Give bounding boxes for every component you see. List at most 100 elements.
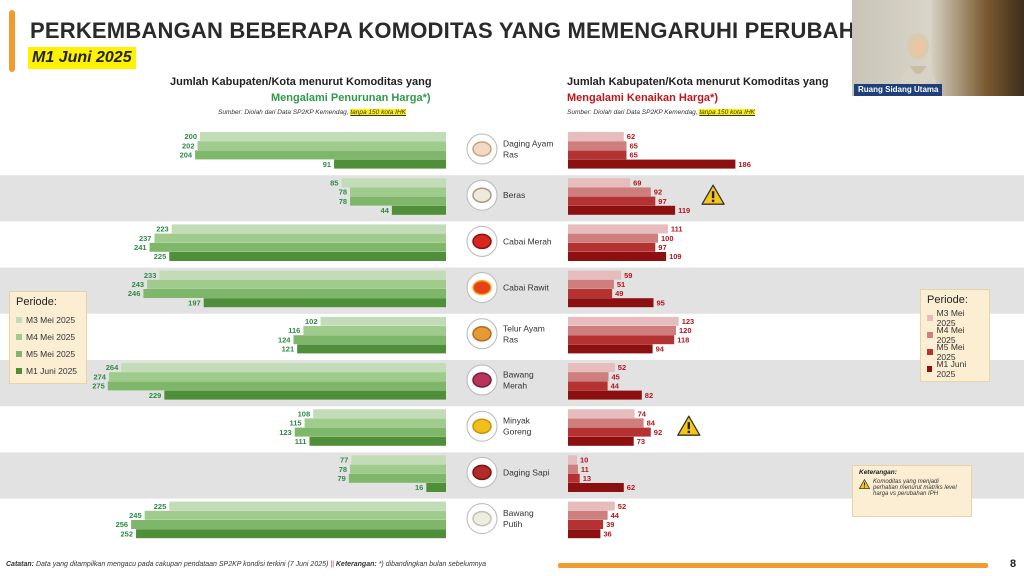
icon-shape <box>472 326 492 342</box>
warning-icon <box>677 415 701 436</box>
bar-decrease <box>341 178 446 188</box>
data-label-increase: 84 <box>647 419 656 428</box>
bar-increase <box>568 316 679 326</box>
data-label-increase: 11 <box>581 465 589 474</box>
data-label-decrease: 44 <box>381 206 390 215</box>
note-box: Keterangan: Komoditas yang menjadi perha… <box>852 465 972 517</box>
bar-increase <box>568 455 577 465</box>
bar-increase <box>568 326 676 335</box>
data-label-increase: 45 <box>612 372 620 381</box>
icon-shape <box>472 372 492 388</box>
legend-right-item: M5 Mei 2025 <box>927 341 983 362</box>
data-label-increase: 97 <box>658 197 666 206</box>
right-header-line1: Jumlah Kabupaten/Kota menurut Komoditas … <box>567 76 829 88</box>
data-label-decrease: 91 <box>323 160 331 169</box>
left-header-line2: Mengalami Penurunan Harga*) <box>271 92 431 104</box>
row-band <box>0 175 1024 222</box>
webcam-overlay: Ruang Sidang Utama <box>852 0 1024 96</box>
legend-right-title: Periode: <box>927 294 968 306</box>
data-label-decrease: 78 <box>339 197 347 206</box>
data-label-increase: 62 <box>627 483 635 492</box>
bar-increase <box>568 298 654 308</box>
bar-increase <box>568 473 580 483</box>
data-label-decrease: 264 <box>106 363 119 372</box>
bar-decrease <box>303 326 446 335</box>
data-label-decrease: 85 <box>330 178 338 187</box>
legend-right: Periode: M3 Mei 2025 M4 Mei 2025 M5 Mei … <box>920 289 990 382</box>
data-label-increase: 100 <box>661 234 674 243</box>
bar-decrease <box>144 510 446 520</box>
data-label-decrease: 116 <box>288 326 300 335</box>
data-label-increase: 65 <box>630 151 638 160</box>
bar-decrease <box>200 132 446 141</box>
bar-decrease <box>297 344 446 354</box>
footer-keterangan-text: *) dibandingkan bulan sebelumnya <box>376 561 487 568</box>
data-label-increase: 92 <box>654 428 662 437</box>
data-label-increase: 51 <box>617 280 625 289</box>
data-label-increase: 62 <box>627 132 635 141</box>
bar-increase <box>568 270 622 280</box>
data-label-increase: 123 <box>682 317 695 326</box>
bar-decrease <box>169 501 446 511</box>
data-label-increase: 44 <box>611 382 620 391</box>
data-label-decrease: 79 <box>337 474 345 483</box>
bar-decrease <box>197 141 446 151</box>
data-label-decrease: 78 <box>339 465 347 474</box>
data-label-increase: 39 <box>606 520 614 529</box>
footer-separator: || <box>330 561 334 568</box>
data-label-decrease: 225 <box>154 502 167 511</box>
bar-increase <box>568 464 578 474</box>
footer-accent-bar <box>558 563 988 568</box>
commodity-label: Bawang <box>503 508 534 518</box>
bar-increase <box>568 520 604 529</box>
data-label-increase: 119 <box>678 206 690 215</box>
data-label-increase: 92 <box>654 188 662 197</box>
webcam-caption: Ruang Sidang Utama <box>854 84 943 96</box>
legend-swatch <box>16 316 22 323</box>
bar-increase <box>568 363 615 372</box>
data-label-increase: 52 <box>618 502 626 511</box>
bar-increase <box>568 224 668 234</box>
bar-decrease <box>154 233 447 243</box>
legend-label: M3 Mei 2025 <box>26 314 76 325</box>
legend-swatch <box>927 331 933 338</box>
icon-shape <box>472 141 492 157</box>
bar-decrease <box>195 150 446 160</box>
bar-decrease <box>350 187 446 197</box>
data-label-decrease: 102 <box>305 317 318 326</box>
right-source-text: Sumber: Diolah dari Data SP2KP Kemendag, <box>567 109 700 116</box>
data-label-increase: 49 <box>615 289 623 298</box>
data-label-increase: 65 <box>630 141 638 150</box>
data-label-decrease: 274 <box>93 372 106 381</box>
bar-increase <box>568 279 614 289</box>
bar-decrease <box>334 159 446 169</box>
legend-swatch <box>927 314 933 321</box>
data-label-increase: 109 <box>669 252 682 261</box>
icon-shape <box>472 187 492 203</box>
data-label-decrease: 77 <box>340 456 348 465</box>
data-label-decrease: 237 <box>139 234 152 243</box>
bar-decrease <box>293 335 446 345</box>
footer-catatan-text: Data yang ditampilkan mengacu pada cakup… <box>34 561 331 568</box>
data-label-decrease: 78 <box>339 188 347 197</box>
data-label-increase: 52 <box>618 363 626 372</box>
bar-increase <box>568 205 676 215</box>
legend-left-item: M1 Juni 2025 <box>16 362 80 379</box>
bar-increase <box>568 510 608 520</box>
icon-shape <box>472 418 492 434</box>
bar-increase <box>568 141 627 151</box>
data-label-decrease: 202 <box>182 141 195 150</box>
bar-decrease <box>147 279 447 289</box>
data-label-increase: 44 <box>611 511 620 520</box>
commodity-label: Telur Ayam <box>503 323 545 333</box>
note-text: Komoditas yang menjadi perhatian menurut… <box>873 479 957 497</box>
legend-label: M5 Mei 2025 <box>936 341 965 362</box>
warning-dot <box>711 199 715 203</box>
icon-shape <box>472 233 492 250</box>
data-label-decrease: 256 <box>116 520 129 529</box>
bar-increase <box>568 436 634 446</box>
data-label-decrease: 233 <box>144 271 157 280</box>
bar-decrease <box>203 298 446 308</box>
legend-left-item: M4 Mei 2025 <box>16 328 80 345</box>
